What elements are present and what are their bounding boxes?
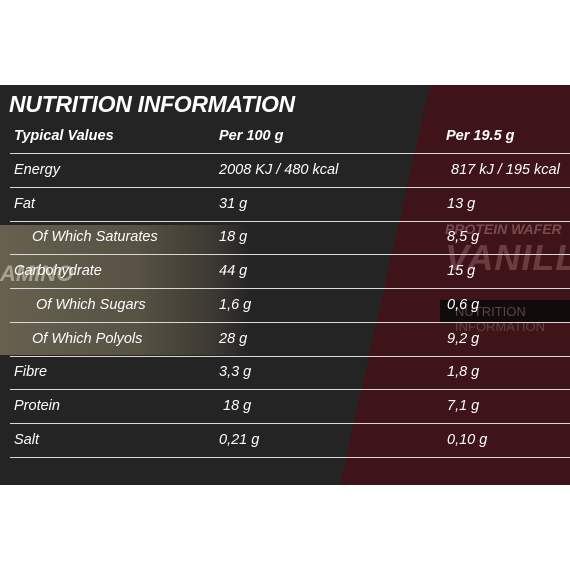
value-per-100g: 28 g [219, 330, 248, 347]
product-image-text: AMINO [0, 261, 74, 286]
table-row: Fat 31 g 13 g [10, 188, 570, 222]
background-flavor: VANILLA [445, 237, 570, 278]
value-per-100g: 3,3 g [219, 364, 252, 381]
value-per-100g: 44 g [219, 263, 248, 280]
value-per-100g: 2008 KJ / 480 kcal [219, 162, 339, 178]
page-title: NUTRITION INFORMATION [9, 91, 295, 117]
nutrient-name: Of Which Polyols [32, 330, 143, 347]
nutrient-name: Carbohydrate [14, 263, 102, 280]
value-per-serving: 8,5 g [447, 229, 480, 246]
header-per-serving: Per 19.5 g [446, 128, 515, 144]
table-header: Typical Values Per 100 g Per 19.5 g [10, 120, 570, 154]
value-per-serving: 13 g [447, 195, 476, 212]
value-per-serving: 9,2 g [447, 330, 480, 347]
value-per-100g: 1,6 g [219, 296, 252, 313]
table-row: Fibre 3,3 g 1,8 g [10, 356, 570, 391]
value-per-serving: 15 g [447, 263, 476, 280]
header-typical-values: Typical Values [14, 128, 114, 144]
value-per-100g: 0,21 g [219, 431, 260, 448]
nutrient-name: Fat [14, 195, 35, 212]
nutrition-panel: AMINO PROTEIN WAFER VANILLA NUTRITION IN… [0, 85, 570, 485]
table-row: Of Which Sugars 1,6 g 0,6 g [10, 289, 570, 323]
value-per-serving: 0,6 g [447, 296, 480, 313]
table-row: Energy 2008 KJ / 480 kcal 817 kJ / 195 kca… [10, 154, 570, 188]
value-per-serving: 0,10 g [447, 431, 488, 448]
nutrient-name: Of Which Sugars [36, 296, 146, 313]
value-per-100g: 18 g [219, 229, 248, 246]
table-row: Of Which Saturates 18 g 8,5 g [10, 221, 570, 256]
value-per-serving: 7,1 g [447, 397, 480, 414]
table-row: Of Which Polyols 28 g 9,2 g [10, 323, 570, 357]
table-row: Carbohydrate 44 g 15 g [10, 255, 570, 290]
table-row: Salt 0,21 g 0,10 g [10, 424, 570, 458]
background-label-box [440, 300, 570, 322]
nutrient-name: Fibre [14, 364, 48, 381]
nutrient-name: Of Which Saturates [32, 229, 158, 246]
value-per-serving: 1,8 g [447, 364, 480, 381]
value-per-serving: 817 kJ / 195 kcal [451, 162, 560, 178]
background-flavor-subtitle: PROTEIN WAFER [445, 221, 562, 237]
nutrient-name: Salt [14, 431, 39, 448]
value-per-100g: 31 g [219, 195, 248, 212]
value-per-100g: 18 g [223, 397, 252, 414]
table-row: Protein 18 g 7,1 g [10, 390, 570, 424]
nutrient-name: Energy [14, 162, 60, 178]
nutrient-name: Protein [14, 397, 60, 414]
product-image [0, 225, 250, 355]
header-per-100g: Per 100 g [219, 128, 284, 144]
